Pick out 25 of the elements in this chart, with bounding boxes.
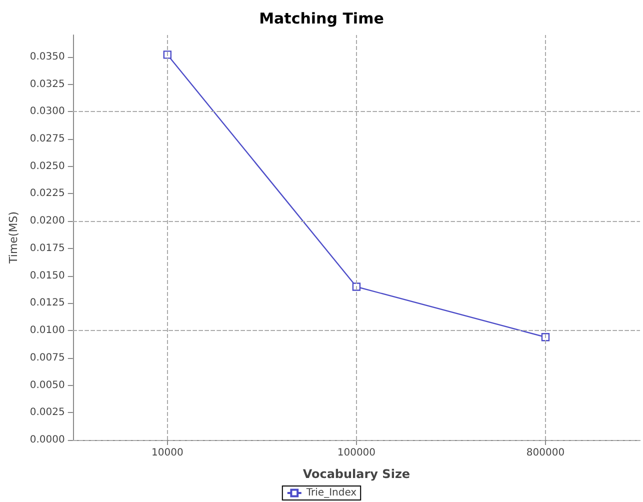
y-tick-label: 0.0175 — [30, 242, 65, 254]
y-tick-label: 0.0100 — [30, 325, 65, 336]
y-tick-label: 0.0200 — [30, 216, 65, 227]
x-axis-title: Vocabulary Size — [302, 467, 410, 481]
point — [352, 282, 361, 291]
y-tick-label: 0.0275 — [30, 133, 65, 144]
y-tick-label: 0.0225 — [30, 188, 65, 200]
y-tick-label: 0.0150 — [30, 270, 65, 282]
y-tick-label: 0.0325 — [30, 78, 65, 90]
point — [163, 50, 172, 59]
y-tick-label: 0.0025 — [30, 407, 65, 418]
y-tick-label: 0.0350 — [30, 51, 65, 62]
y-tick-label: 0.0300 — [30, 106, 65, 118]
x-tick-label: 100000 — [337, 448, 376, 458]
x-tick-label: 800000 — [526, 448, 565, 458]
y-tick-label: 0.0000 — [30, 434, 65, 446]
y-tick-label: 0.0050 — [30, 380, 65, 391]
legend-label: Trie_Index — [305, 488, 357, 498]
y-tick-label: 0.0125 — [30, 298, 65, 309]
y-tick-label: 0.0075 — [30, 352, 65, 364]
chart-title: Matching Time — [259, 10, 384, 28]
y-axis-title: Time(MS) — [7, 212, 20, 264]
y-tick-label: 0.0250 — [30, 160, 65, 172]
point — [541, 333, 550, 342]
x-tick-label: 10000 — [152, 448, 184, 458]
